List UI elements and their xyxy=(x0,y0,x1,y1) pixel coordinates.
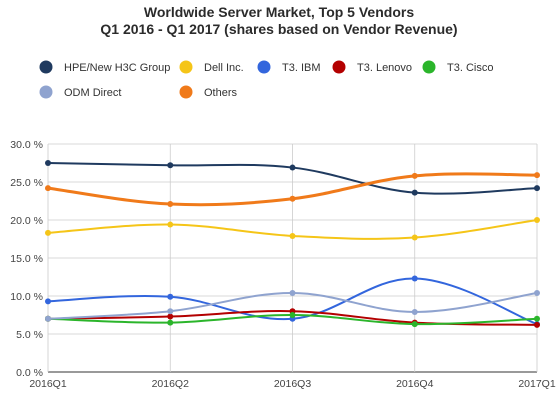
chart-title-line1: Worldwide Server Market, Top 5 Vendors xyxy=(144,4,414,20)
data-point-hpe-new-h3c-group xyxy=(45,160,51,166)
y-tick-label: 20.0 % xyxy=(10,215,43,227)
legend-item-hpe-new-h3c-group[interactable]: HPE/New H3C Group xyxy=(39,60,171,75)
legend-swatch xyxy=(332,60,346,74)
y-tick-label: 25.0 % xyxy=(10,177,43,189)
legend-item-dell-inc[interactable]: Dell Inc. xyxy=(179,60,244,75)
y-tick-label: 10.0 % xyxy=(10,291,43,303)
y-tick-label: 30.0 % xyxy=(10,139,43,151)
series-odm-direct xyxy=(45,289,540,322)
data-point-odm-direct xyxy=(289,289,296,296)
legend-label: T3. Cisco xyxy=(447,62,493,74)
data-point-odm-direct xyxy=(45,315,51,322)
series-hpe-new-h3c-group xyxy=(45,160,540,196)
grid xyxy=(47,143,538,373)
data-point-t3-lenovo xyxy=(534,321,540,328)
y-tick-label: 0.0 % xyxy=(16,367,43,379)
data-point-t3-cisco xyxy=(289,312,296,318)
data-point-dell-inc xyxy=(289,232,296,239)
data-point-t3-ibm xyxy=(411,275,418,282)
series-others xyxy=(45,172,540,208)
x-tick-label: 2016Q2 xyxy=(152,378,190,390)
data-point-t3-lenovo xyxy=(167,313,174,320)
data-point-others xyxy=(289,195,296,202)
x-tick-label: 2016Q3 xyxy=(274,378,312,390)
data-point-dell-inc xyxy=(45,229,51,236)
data-point-others xyxy=(534,172,540,179)
data-point-t3-ibm xyxy=(45,298,51,305)
x-axis-ticks: 2016Q1 2016Q2 2016Q3 2016Q4 2017Q1 xyxy=(29,378,556,390)
data-point-hpe-new-h3c-group xyxy=(167,162,174,169)
data-point-hpe-new-h3c-group xyxy=(411,189,418,196)
data-point-odm-direct xyxy=(167,308,174,315)
legend-swatch xyxy=(422,60,436,74)
data-point-odm-direct xyxy=(411,308,418,315)
legend-swatch xyxy=(179,85,193,99)
series-dell-inc xyxy=(45,217,540,241)
series-lines xyxy=(45,160,540,328)
legend-swatch xyxy=(257,60,271,74)
data-point-others xyxy=(45,185,51,192)
legend-label: ODM Direct xyxy=(64,87,121,99)
data-point-t3-cisco xyxy=(411,321,418,328)
data-point-t3-cisco xyxy=(534,315,540,322)
legend-swatch xyxy=(39,85,53,99)
y-tick-label: 15.0 % xyxy=(10,253,43,265)
data-point-t3-cisco xyxy=(167,319,174,326)
data-point-odm-direct xyxy=(534,289,540,296)
legend-label: HPE/New H3C Group xyxy=(64,62,170,74)
legend-item-others[interactable]: Others xyxy=(179,85,238,100)
x-tick-label: 2017Q1 xyxy=(518,378,556,390)
chart-title-line2: Q1 2016 - Q1 2017 (shares based on Vendo… xyxy=(100,21,457,37)
legend-label: Dell Inc. xyxy=(204,62,244,74)
data-point-dell-inc xyxy=(167,221,174,228)
legend-item-t3-ibm[interactable]: T3. IBM xyxy=(257,60,321,75)
legend: HPE/New H3C Group Dell Inc. T3. IBM T3. Len… xyxy=(39,60,494,100)
legend-label: Others xyxy=(204,87,238,99)
x-tick-label: 2016Q4 xyxy=(396,378,434,390)
legend-item-t3-cisco[interactable]: T3. Cisco xyxy=(422,60,494,75)
data-point-hpe-new-h3c-group xyxy=(534,185,540,192)
data-point-dell-inc xyxy=(534,217,540,223)
legend-swatch xyxy=(39,60,53,74)
legend-item-t3-lenovo[interactable]: T3. Lenovo xyxy=(332,60,413,75)
data-point-dell-inc xyxy=(411,234,418,241)
legend-item-odm-direct[interactable]: ODM Direct xyxy=(39,85,122,100)
data-point-hpe-new-h3c-group xyxy=(289,164,296,171)
y-axis-ticks: 0.0 % 5.0 % 10.0 % 15.0 % 20.0 % 25.0 % 30.0 % xyxy=(10,139,43,379)
x-tick-label: 2016Q1 xyxy=(29,378,67,390)
data-point-others xyxy=(411,172,418,179)
y-tick-label: 5.0 % xyxy=(16,329,43,341)
data-point-others xyxy=(167,201,174,208)
legend-label: T3. IBM xyxy=(282,62,321,74)
data-point-t3-ibm xyxy=(167,293,174,300)
legend-swatch xyxy=(179,60,193,74)
legend-label: T3. Lenovo xyxy=(357,62,412,74)
